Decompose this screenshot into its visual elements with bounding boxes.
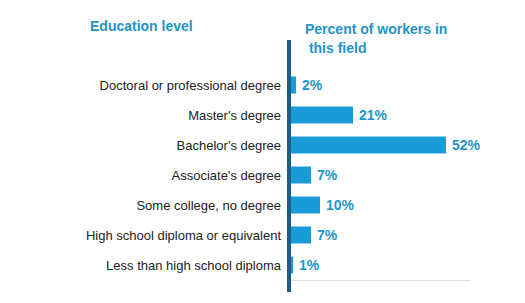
svg-text:Less than high school diploma: Less than high school diploma (106, 258, 282, 273)
svg-text:Associate's degree: Associate's degree (172, 168, 281, 183)
svg-text:Percent of workers in: Percent of workers in (305, 21, 447, 37)
svg-text:Bachelor's degree: Bachelor's degree (177, 138, 281, 153)
svg-text:Education level: Education level (90, 18, 193, 34)
svg-text:this field: this field (305, 40, 366, 56)
svg-text:Doctoral or professional degre: Doctoral or professional degree (100, 78, 281, 93)
svg-text:High school diploma or equival: High school diploma or equivalent (86, 228, 282, 243)
svg-text:21%: 21% (359, 107, 388, 123)
svg-text:7%: 7% (317, 227, 338, 243)
svg-text:Master's degree: Master's degree (188, 108, 281, 123)
svg-text:1%: 1% (299, 257, 320, 273)
svg-text:10%: 10% (326, 197, 355, 213)
svg-text:2%: 2% (302, 77, 323, 93)
svg-text:Some college, no degree: Some college, no degree (136, 198, 281, 213)
svg-text:7%: 7% (317, 167, 338, 183)
svg-text:52%: 52% (452, 137, 481, 153)
